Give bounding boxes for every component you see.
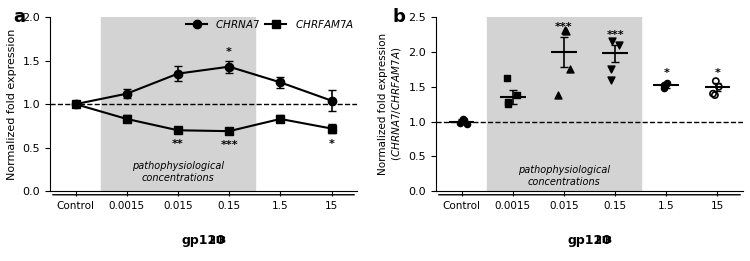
- Point: [552, 93, 564, 97]
- Text: *: *: [715, 68, 721, 78]
- Text: *: *: [328, 139, 334, 149]
- Point: [560, 27, 572, 32]
- Point: [712, 85, 724, 89]
- Text: pathophysiological
concentrations: pathophysiological concentrations: [132, 161, 224, 183]
- Point: [512, 93, 524, 97]
- Point: [454, 121, 466, 125]
- Text: ***: ***: [555, 22, 573, 32]
- Text: pathophysiological
concentrations: pathophysiological concentrations: [518, 165, 610, 187]
- Point: [503, 102, 515, 106]
- Point: [560, 29, 572, 33]
- Point: [503, 100, 515, 104]
- Text: b: b: [393, 8, 406, 26]
- Point: [457, 117, 469, 122]
- Text: *: *: [226, 47, 232, 57]
- Legend: $CHRNA7$, $CHRFAM7A$: $CHRNA7$, $CHRFAM7A$: [182, 14, 358, 34]
- Y-axis label: Normalized fold expression: Normalized fold expression: [7, 28, 17, 180]
- Point: [658, 86, 670, 90]
- Point: [605, 39, 617, 44]
- Point: [605, 67, 617, 71]
- Point: [614, 43, 626, 47]
- Bar: [487, 17, 640, 191]
- Point: [710, 79, 722, 83]
- Point: [564, 67, 576, 71]
- Text: IIIB: IIIB: [595, 236, 612, 245]
- Point: [707, 92, 719, 96]
- Point: [659, 84, 671, 88]
- Point: [458, 118, 470, 122]
- Text: *: *: [663, 68, 669, 78]
- Text: IIIB: IIIB: [209, 236, 226, 245]
- Bar: [101, 17, 255, 191]
- Text: ***: ***: [606, 30, 624, 40]
- Point: [461, 122, 473, 126]
- Text: ***: ***: [220, 140, 238, 150]
- Text: gp120: gp120: [182, 234, 226, 247]
- Point: [658, 83, 670, 87]
- Text: **: **: [172, 139, 184, 149]
- Text: gp120: gp120: [568, 234, 611, 247]
- Point: [661, 80, 673, 85]
- Point: [709, 93, 721, 97]
- Point: [605, 78, 617, 82]
- Text: a: a: [13, 8, 25, 26]
- Point: [501, 76, 513, 80]
- Y-axis label: Normalized fold expression
($CHRNA7$/$CHRFAM7A$): Normalized fold expression ($CHRNA7$/$CH…: [378, 33, 403, 175]
